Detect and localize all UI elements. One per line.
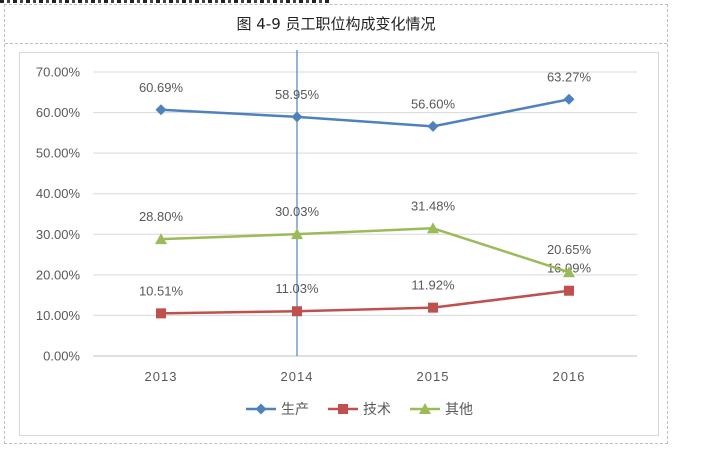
legend-label: 技术 xyxy=(363,402,391,418)
y-tick-label: 30.00% xyxy=(36,227,81,242)
y-tick-label: 50.00% xyxy=(36,146,81,161)
series-line-1 xyxy=(160,289,570,315)
figure-caption: 图 4-9 员工职位构成变化情况 xyxy=(236,15,436,33)
legend-marker xyxy=(338,404,348,414)
series-line-2 xyxy=(160,227,570,274)
y-tick-label: 0.00% xyxy=(43,349,80,364)
y-tick-label: 70.00% xyxy=(36,65,81,80)
data-label: 58.95% xyxy=(275,87,320,102)
x-tick-label: 2013 xyxy=(145,369,178,384)
caption-divider xyxy=(5,43,667,44)
data-point xyxy=(156,308,166,319)
legend-marker xyxy=(419,403,431,414)
x-tick-label: 2015 xyxy=(417,369,450,384)
data-label: 20.65% xyxy=(547,242,592,257)
legend-label: 生产 xyxy=(281,402,309,418)
data-label: 30.03% xyxy=(275,204,320,219)
data-label: 11.03% xyxy=(275,281,319,296)
y-tick-label: 10.00% xyxy=(36,308,81,323)
x-tick-label: 2014 xyxy=(281,369,314,384)
data-point xyxy=(291,228,303,240)
data-label: 10.51% xyxy=(139,283,184,298)
legend-label: 其他 xyxy=(445,402,473,418)
series-line-0 xyxy=(160,98,570,128)
data-point xyxy=(564,285,574,296)
y-tick-label: 20.00% xyxy=(36,267,81,282)
data-label: 28.80% xyxy=(139,209,184,224)
legend-marker xyxy=(255,403,267,415)
data-point xyxy=(155,104,167,116)
chart-area xyxy=(19,52,659,436)
data-point xyxy=(563,93,575,105)
data-point xyxy=(427,120,439,132)
figure-frame xyxy=(4,4,668,444)
data-point xyxy=(428,302,438,313)
data-label: 56.60% xyxy=(411,96,456,111)
y-tick-label: 40.00% xyxy=(36,186,81,201)
data-point xyxy=(563,266,575,278)
x-tick-label: 2016 xyxy=(553,369,586,384)
data-label: 63.27% xyxy=(547,69,592,84)
data-point xyxy=(291,111,303,123)
data-point xyxy=(427,222,439,234)
data-label: 31.48% xyxy=(411,198,456,213)
data-label: 11.92% xyxy=(411,278,455,293)
top-scan-artifact xyxy=(0,0,330,3)
y-tick-label: 60.00% xyxy=(36,105,81,120)
data-point xyxy=(155,233,167,245)
data-point xyxy=(292,306,302,317)
data-label: 60.69% xyxy=(139,80,184,95)
